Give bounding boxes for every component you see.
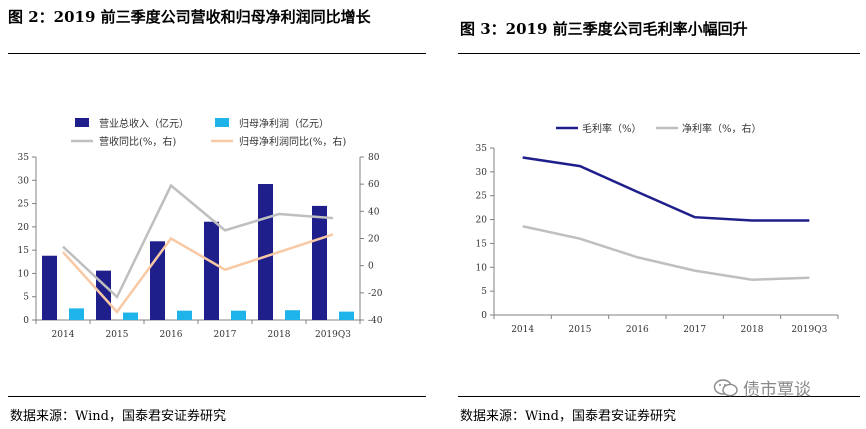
x-tick-label: 2019Q3 (791, 325, 827, 335)
x-tick-label: 2017 (683, 325, 706, 335)
right-y-tick-label: 20 (368, 235, 380, 245)
left-y-tick-label: 25 (18, 200, 30, 210)
x-tick-label: 2014 (52, 330, 75, 340)
line-revenue-yoy (62, 183, 334, 299)
right-y-tick-label: 60 (368, 180, 380, 190)
left-title-rule (8, 53, 426, 54)
bar-revenue (204, 221, 219, 320)
legend-label: 归母净利润（亿元） (239, 117, 329, 130)
left-y-tick-label: 35 (18, 153, 30, 163)
revenue-profit-chart: 0 5 10 15 20 25 30 35 -40 -20 0 20 40 60 80 2014 2015 201… (18, 117, 383, 340)
line-gross-margin (522, 156, 810, 222)
x-tick-label: 2017 (214, 330, 237, 340)
right-source-note: 数据来源：Wind，国泰君安证券研究 (460, 409, 676, 424)
line-net-margin (522, 225, 810, 281)
legend-label: 归母净利润同比(%，右) (239, 135, 346, 148)
wechat-icon (713, 378, 738, 396)
right-y-tick-label: -20 (368, 289, 383, 299)
y-tick-label: 10 (476, 263, 488, 273)
x-tick-label: 2015 (569, 325, 592, 335)
margin-chart: 0 5 10 15 20 25 30 35 2014 2015 2016 2017 2018 2019Q3… (476, 122, 839, 335)
left-y-tick-label: 5 (23, 293, 29, 303)
figure-2-title: 图 2：2019 前三季度公司营收和归母净利润同比增长 (8, 8, 371, 26)
y-tick-label: 0 (481, 311, 487, 321)
bar-net-profit (123, 312, 138, 320)
left-source-rule (8, 396, 426, 397)
left-y-tick-label: 30 (18, 176, 30, 186)
bar-revenue (150, 241, 165, 320)
bar-net-profit (285, 310, 300, 320)
watermark: 债市覃谈 (713, 375, 811, 400)
legend-swatch (215, 118, 229, 127)
bar-revenue (312, 205, 327, 320)
bar-net-profit (339, 311, 354, 320)
legend-label: 毛利率（%） (582, 122, 642, 135)
bar-revenue (42, 255, 57, 320)
y-tick-label: 15 (476, 239, 488, 249)
left-y-tick-label: 20 (18, 223, 30, 233)
legend-label: 净利率（%，右） (682, 122, 762, 135)
right-source-rule (458, 396, 860, 397)
bar-net-profit (69, 308, 84, 320)
left-y-tick-label: 15 (18, 246, 30, 256)
x-tick-label: 2018 (268, 330, 291, 340)
x-tick-label: 2016 (160, 330, 183, 340)
x-tick-label: 2015 (106, 330, 129, 340)
y-tick-label: 5 (481, 287, 487, 297)
x-tick-label: 2019Q3 (315, 330, 351, 340)
x-tick-label: 2018 (741, 325, 764, 335)
right-y-tick-label: 80 (368, 153, 380, 163)
legend-label: 营收同比(%，右) (99, 135, 176, 148)
right-y-tick-label: -40 (368, 316, 383, 326)
line-profit-yoy (62, 233, 334, 314)
x-tick-label: 2014 (511, 325, 534, 335)
y-tick-label: 35 (476, 144, 488, 154)
bar-revenue (258, 184, 273, 320)
legend-swatch (75, 118, 89, 127)
bar-net-profit (177, 310, 192, 320)
right-y-tick-label: 40 (368, 207, 380, 217)
left-source-note: 数据来源：Wind，国泰君安证券研究 (10, 409, 226, 424)
left-y-tick-label: 10 (18, 269, 30, 279)
y-tick-label: 20 (476, 216, 488, 226)
figure-3-title: 图 3：2019 前三季度公司毛利率小幅回升 (460, 20, 748, 38)
right-title-rule (458, 53, 860, 54)
y-tick-label: 30 (476, 168, 488, 178)
legend-label: 营业总收入（亿元） (99, 117, 189, 130)
watermark-text: 债市覃谈 (743, 380, 811, 400)
y-tick-label: 25 (476, 192, 488, 202)
right-y-tick-label: 0 (368, 262, 374, 272)
bar-net-profit (231, 310, 246, 320)
x-tick-label: 2016 (626, 325, 649, 335)
left-y-tick-label: 0 (23, 316, 29, 326)
